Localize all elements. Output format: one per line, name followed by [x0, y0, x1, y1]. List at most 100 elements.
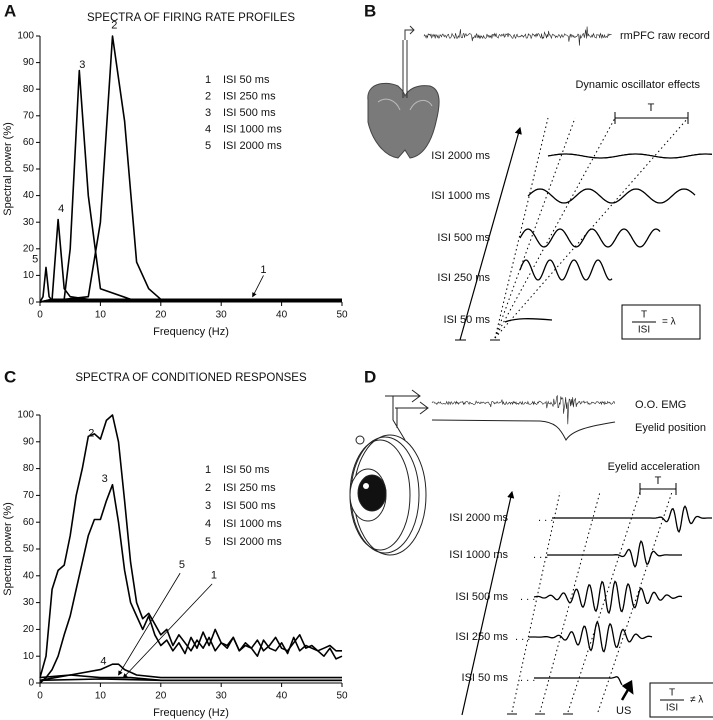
y-tick-label: 100	[17, 31, 34, 42]
y-tick-label: 10	[23, 651, 35, 662]
y-tick-label: 90	[23, 436, 35, 447]
formula-denominator: ISI	[666, 703, 678, 714]
legend-number: 5	[205, 140, 211, 152]
raw-record	[423, 26, 612, 46]
y-tick-label: 100	[17, 410, 34, 421]
panel-label: D	[364, 367, 376, 386]
y-tick-label: 40	[23, 570, 35, 581]
time-arrow	[459, 126, 522, 341]
curve-label: 1	[260, 264, 266, 276]
legend-entry: ISI 50 ms	[223, 464, 270, 476]
record-label: rmPFC raw record	[620, 30, 710, 42]
legend-entry: ISI 250 ms	[223, 90, 276, 102]
x-tick-label: 30	[216, 310, 228, 321]
y-tick-label: 10	[23, 270, 35, 281]
row-label: ISI 250 ms	[437, 272, 490, 284]
x-tick-label: 40	[276, 310, 288, 321]
emg-trace	[431, 394, 615, 425]
row-label: ISI 250 ms	[455, 631, 508, 643]
curve-label: 4	[58, 203, 64, 215]
row-label: ISI 2000 ms	[449, 512, 508, 524]
y-tick-label: 70	[23, 110, 35, 121]
y-tick-label: 20	[23, 243, 35, 254]
dotted-guide	[494, 117, 616, 339]
x-axis-label: Frequency (Hz)	[153, 707, 229, 719]
curve-label: 5	[32, 253, 38, 265]
legend-entry: ISI 1000 ms	[223, 123, 282, 135]
formula-denominator: ISI	[638, 325, 650, 336]
chart-title: SPECTRA OF CONDITIONED RESPONSES	[75, 372, 307, 384]
x-tick-label: 0	[37, 691, 43, 702]
leader-dots: . . .	[520, 591, 535, 603]
series-line	[39, 483, 343, 684]
series-line	[39, 218, 343, 303]
legend-number: 4	[205, 123, 211, 135]
curve-label: 2	[88, 428, 94, 440]
panel-title: Dynamic oscillator effects	[575, 79, 700, 91]
y-tick-label: 80	[23, 463, 35, 474]
dotted-guide	[494, 117, 689, 339]
legend-number: 1	[205, 464, 211, 476]
x-tick-label: 50	[336, 310, 348, 321]
x-tick-label: 10	[95, 310, 107, 321]
curve-label: 3	[79, 59, 85, 71]
oscillation	[527, 188, 696, 204]
y-tick-label: 80	[23, 84, 35, 95]
dotted-guide	[511, 491, 561, 713]
leader-dots: . . .	[515, 631, 530, 643]
curve-label: 1	[211, 570, 217, 582]
annotation-arrow	[252, 275, 264, 298]
y-tick-label: 90	[23, 57, 35, 68]
curve-label: 2	[111, 19, 117, 31]
eyelid-trace	[431, 419, 616, 442]
x-tick-label: 30	[216, 691, 228, 702]
x-tick-label: 0	[37, 310, 43, 321]
legend-number: 2	[205, 90, 211, 102]
oscillation	[547, 153, 713, 159]
brain-section	[367, 25, 440, 159]
y-tick-label: 0	[28, 297, 34, 308]
legend-number: 2	[205, 482, 211, 494]
y-tick-label: 60	[23, 517, 35, 528]
dotted-guide	[539, 491, 601, 713]
legend-entry: ISI 50 ms	[223, 74, 270, 86]
acceleration-trace	[533, 580, 683, 615]
formula-relation: ≠ λ	[690, 695, 703, 706]
period-symbol: T	[648, 102, 655, 114]
leader-dots: . . .	[533, 549, 548, 561]
y-tick-label: 50	[23, 164, 35, 175]
acceleration-trace	[552, 505, 712, 533]
y-tick-label: 20	[23, 624, 35, 635]
y-axis-label: Spectral power (%)	[2, 122, 14, 216]
oscillation	[519, 259, 613, 281]
y-tick-label: 30	[23, 597, 35, 608]
eye-drawing	[349, 389, 429, 556]
y-tick-label: 50	[23, 544, 35, 555]
x-tick-label: 40	[276, 691, 288, 702]
y-tick-label: 30	[23, 217, 35, 228]
x-tick-label: 50	[336, 691, 348, 702]
y-tick-label: 40	[23, 190, 35, 201]
panel-label: C	[4, 367, 16, 386]
legend-entry: ISI 1000 ms	[223, 518, 282, 530]
x-axis-label: Frequency (Hz)	[153, 326, 229, 338]
x-tick-label: 10	[95, 691, 107, 702]
leader-dots: . . .	[520, 672, 535, 684]
legend-entry: ISI 2000 ms	[223, 140, 282, 152]
formula-relation: = λ	[662, 317, 676, 328]
y-axis-label: Spectral power (%)	[2, 502, 14, 596]
row-label: ISI 500 ms	[455, 591, 508, 603]
dotted-guide	[494, 117, 549, 339]
dotted-guide	[494, 117, 576, 339]
us-arrow	[620, 679, 634, 701]
row-label: ISI 50 ms	[462, 672, 509, 684]
row-label: ISI 1000 ms	[431, 190, 490, 202]
row-label: ISI 1000 ms	[449, 549, 508, 561]
stimulus-label: US	[616, 705, 631, 717]
dotted-guide	[597, 491, 673, 713]
row-label: ISI 500 ms	[437, 232, 490, 244]
y-tick-label: 0	[28, 678, 34, 689]
legend-entry: ISI 2000 ms	[223, 536, 282, 548]
